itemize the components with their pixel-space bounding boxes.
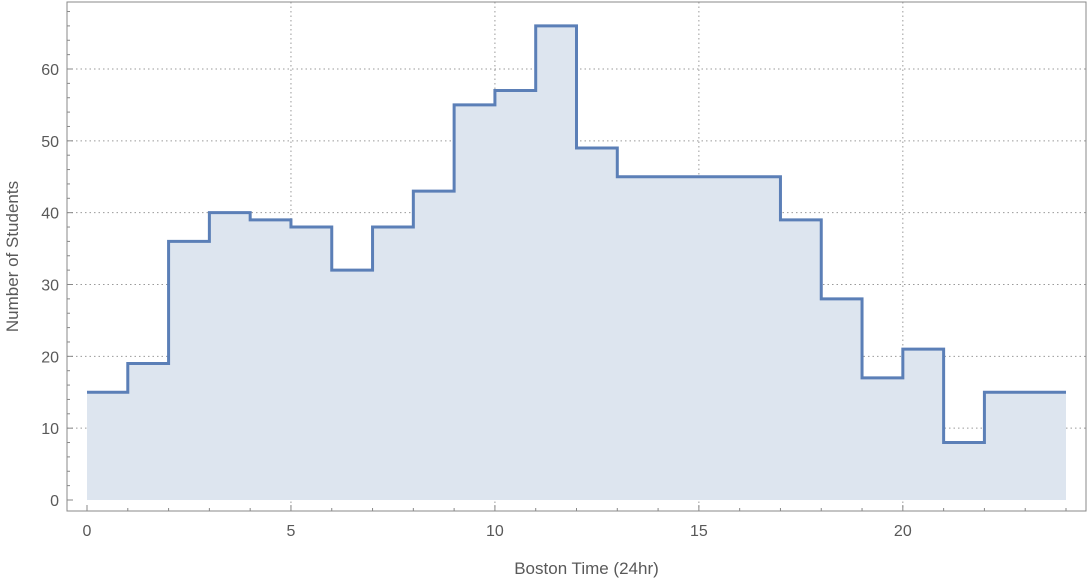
- x-tick-label-5: 5: [287, 523, 296, 540]
- histogram-area-fill: [87, 25, 1066, 501]
- y-axis-title: Number of Students: [3, 181, 22, 332]
- x-axis-title: Boston Time (24hr): [514, 559, 659, 578]
- y-tick-label-10: 10: [41, 421, 59, 438]
- histogram-step-line: [87, 24, 1066, 445]
- y-tick-label-50: 50: [41, 134, 59, 151]
- y-tick-label-20: 20: [41, 349, 59, 366]
- x-tick-label-10: 10: [486, 523, 504, 540]
- x-tick-label-20: 20: [894, 523, 912, 540]
- y-tick-label-30: 30: [41, 278, 59, 295]
- x-axis-ticks: 0 5 10 15 20: [83, 505, 1067, 540]
- x-tick-label-0: 0: [83, 523, 92, 540]
- y-tick-label-40: 40: [41, 206, 59, 223]
- y-tick-label-60: 60: [41, 62, 59, 79]
- y-axis-ticks: 0 10 20 30 40 50 60: [41, 11, 73, 510]
- y-tick-label-0: 0: [50, 493, 59, 510]
- x-tick-label-15: 15: [690, 523, 708, 540]
